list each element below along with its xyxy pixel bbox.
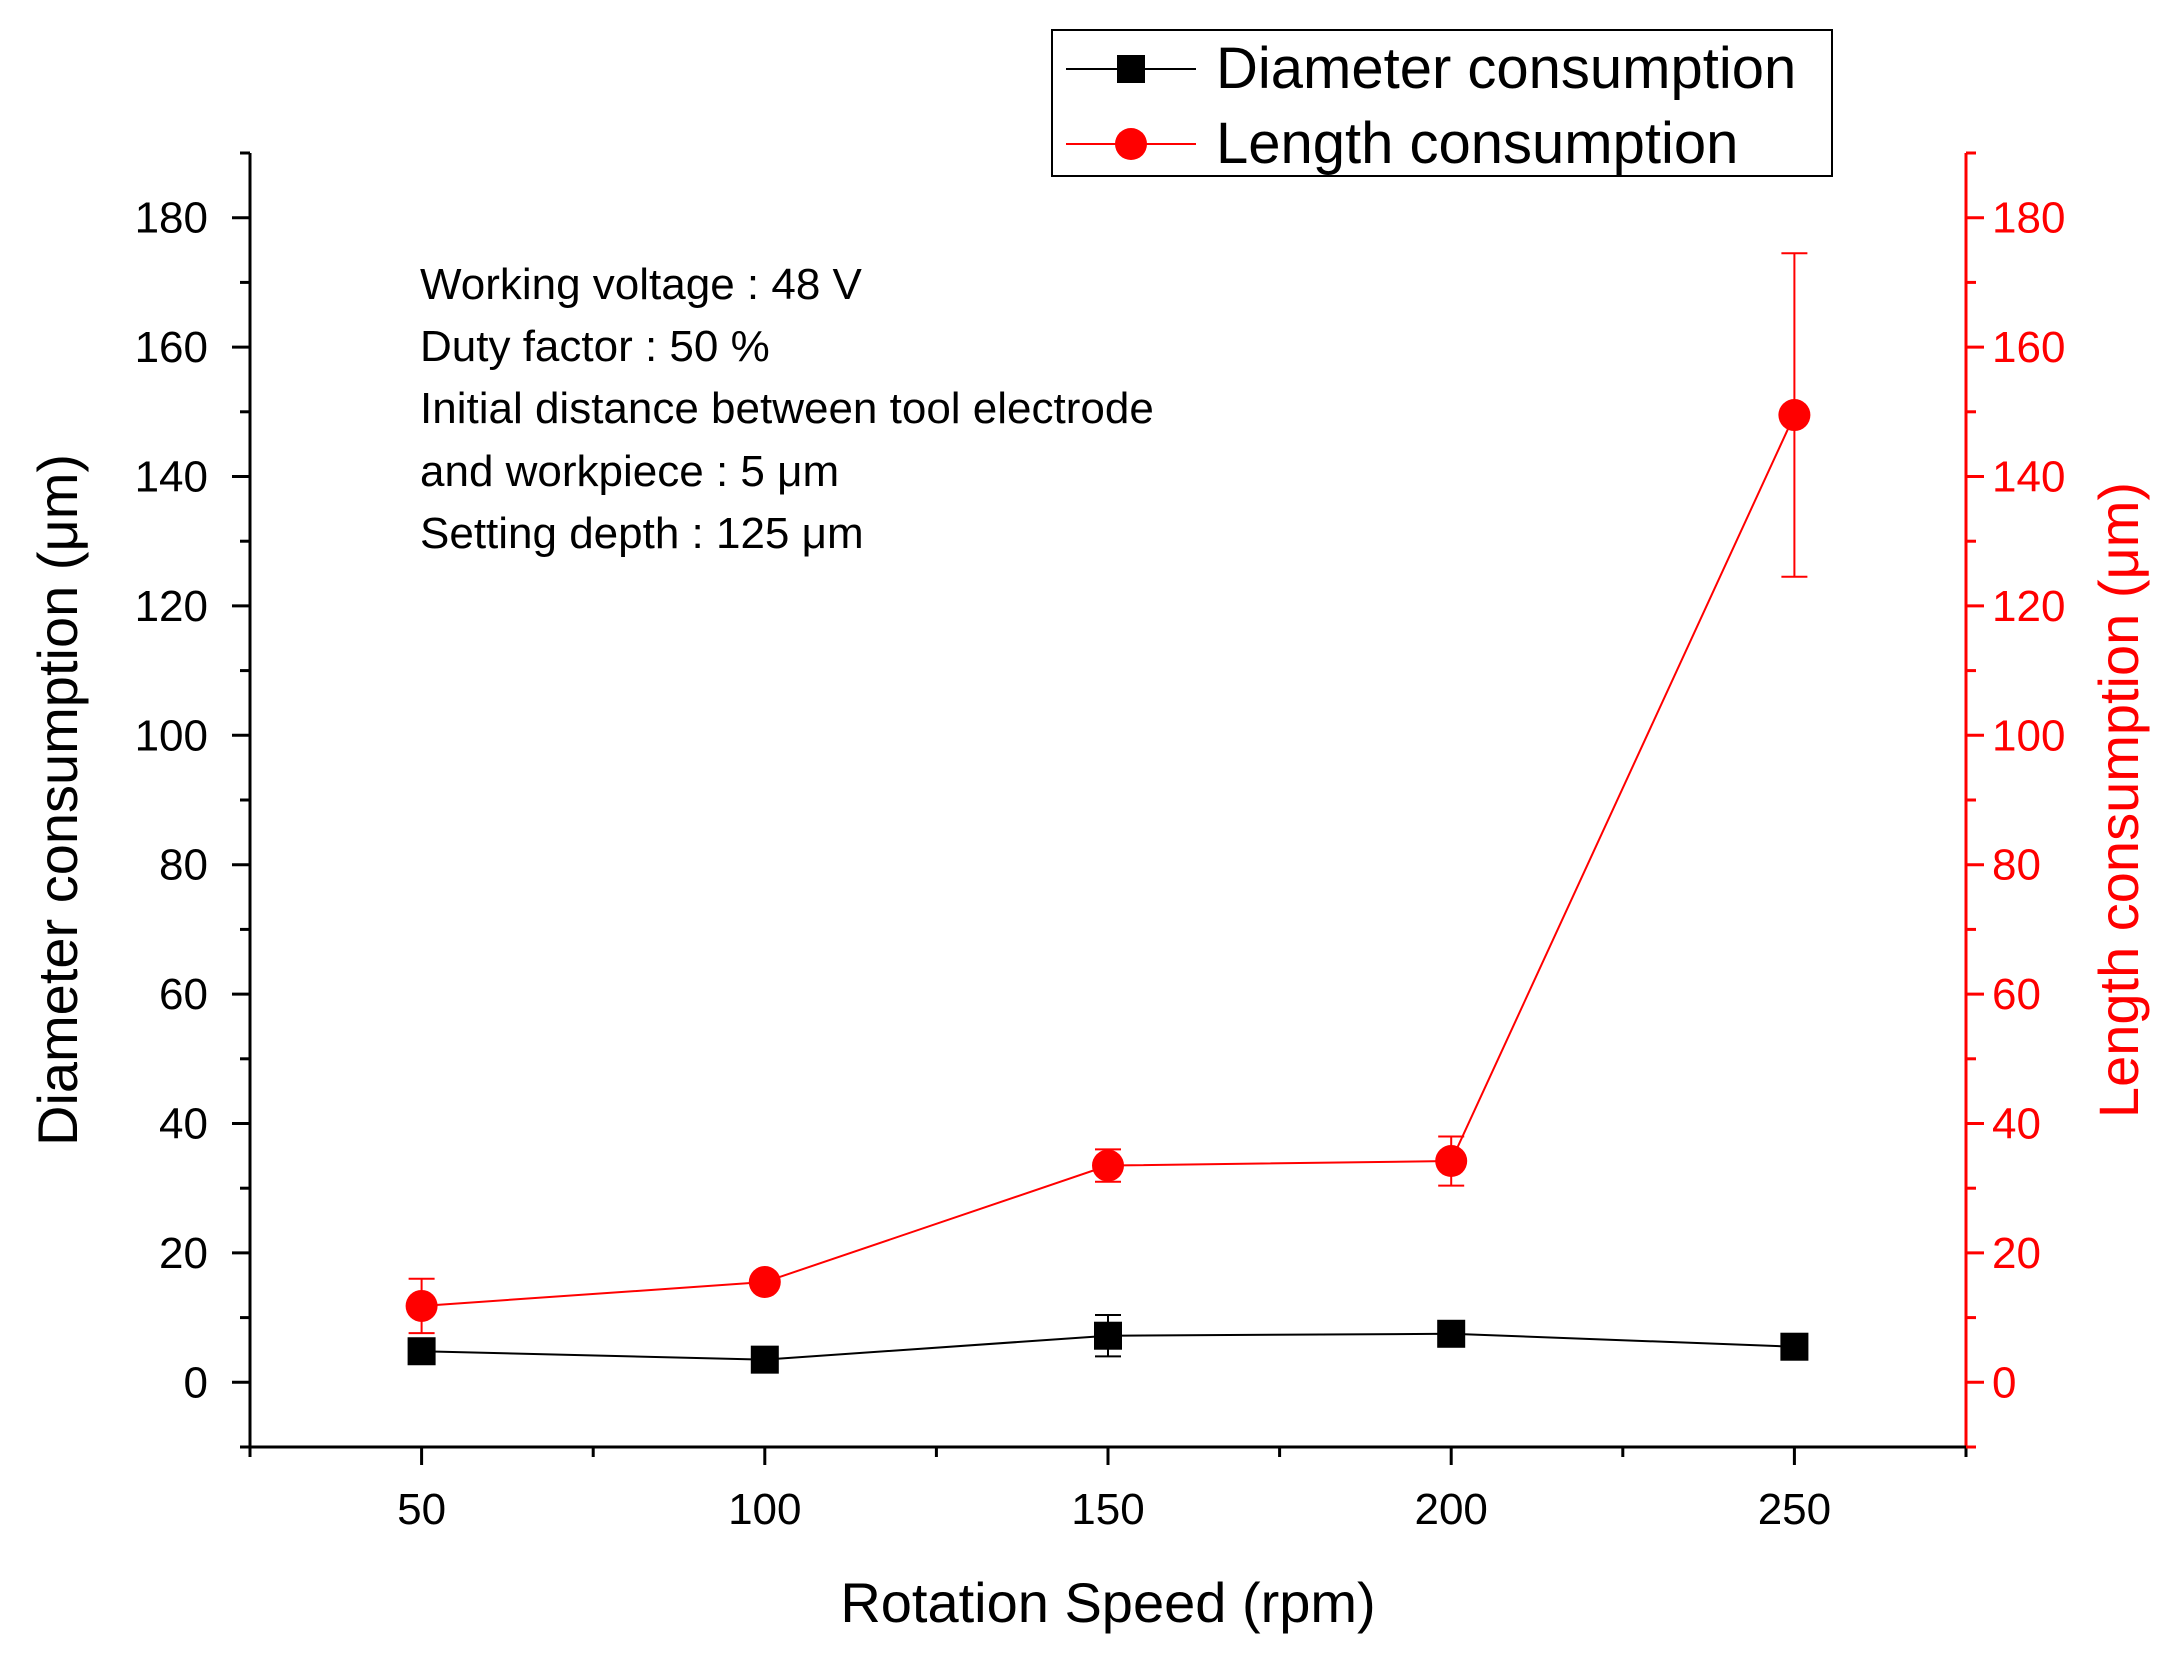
legend-marker-square xyxy=(1117,55,1145,83)
data-point-length xyxy=(1435,1145,1468,1178)
y-left-tick-label: 100 xyxy=(135,711,208,760)
legend: Diameter consumption Length consumption xyxy=(1051,29,1833,177)
x-ticks: 50 100 150 200 250 xyxy=(248,1447,1968,1534)
y-right-tick-label: 100 xyxy=(1992,711,2065,760)
x-tick-label: 100 xyxy=(728,1485,801,1534)
data-point-diameter xyxy=(1780,1332,1809,1361)
x-tick-label: 50 xyxy=(397,1485,446,1534)
data-point-length xyxy=(748,1266,781,1299)
legend-box xyxy=(1051,29,1833,177)
data-point-length xyxy=(1778,399,1811,432)
annotation-line: Setting depth : 125 μm xyxy=(420,509,864,558)
annotation-block: Working voltage : 48 V Duty factor : 50 … xyxy=(420,260,1154,558)
legend-label-diameter: Diameter consumption xyxy=(1216,36,1796,101)
y-right-tick-label: 80 xyxy=(1992,841,2041,890)
y-left-tick-label: 20 xyxy=(159,1229,208,1278)
data-point-diameter xyxy=(1437,1319,1466,1348)
x-tick-label: 150 xyxy=(1071,1485,1144,1534)
y-right-tick-label: 120 xyxy=(1992,582,2065,631)
y-left-tick-label: 60 xyxy=(159,970,208,1019)
y-right-tick-label: 40 xyxy=(1992,1100,2041,1149)
y-right-tick-label: 180 xyxy=(1992,194,2065,243)
left-y-axis-label: Diameter consumption (μm) xyxy=(26,454,89,1146)
series-layer xyxy=(405,252,1811,1374)
y-right-tick-label: 20 xyxy=(1992,1229,2041,1278)
y-right-ticks: 0 20 40 60 80 100 120 140 160 180 xyxy=(1966,151,2065,1449)
x-tick-label: 250 xyxy=(1758,1485,1831,1534)
y-left-tick-label: 40 xyxy=(159,1100,208,1149)
right-y-axis-label: Length consumption (μm) xyxy=(2087,482,2150,1118)
annotation-line: Initial distance between tool electrode xyxy=(420,384,1154,433)
data-point-diameter xyxy=(407,1337,436,1366)
annotation-line: Working voltage : 48 V xyxy=(420,260,863,309)
data-point-length xyxy=(1092,1149,1124,1182)
y-right-tick-label: 140 xyxy=(1992,453,2065,502)
x-axis-label: Rotation Speed (rpm) xyxy=(840,1571,1375,1634)
y-right-tick-label: 0 xyxy=(1992,1358,2016,1407)
y-left-tick-label: 120 xyxy=(135,582,208,631)
data-point-diameter xyxy=(1094,1321,1122,1350)
data-point-length xyxy=(405,1289,438,1322)
annotation-line: Duty factor : 50 % xyxy=(420,322,770,371)
legend-marker-circle xyxy=(1115,128,1147,160)
y-left-tick-label: 0 xyxy=(184,1358,208,1407)
data-point-diameter xyxy=(750,1345,779,1374)
y-left-tick-label: 140 xyxy=(135,453,208,502)
y-left-tick-label: 80 xyxy=(159,841,208,890)
y-left-tick-label: 160 xyxy=(135,323,208,372)
y-left-tick-label: 180 xyxy=(135,194,208,243)
x-tick-label: 200 xyxy=(1414,1485,1487,1534)
legend-label-length: Length consumption xyxy=(1216,111,1738,176)
annotation-line: and workpiece : 5 μm xyxy=(420,447,839,496)
y-right-tick-label: 160 xyxy=(1992,323,2065,372)
y-left-ticks: 0 20 40 60 80 100 120 140 160 180 xyxy=(135,151,250,1449)
y-right-tick-label: 60 xyxy=(1992,970,2041,1019)
